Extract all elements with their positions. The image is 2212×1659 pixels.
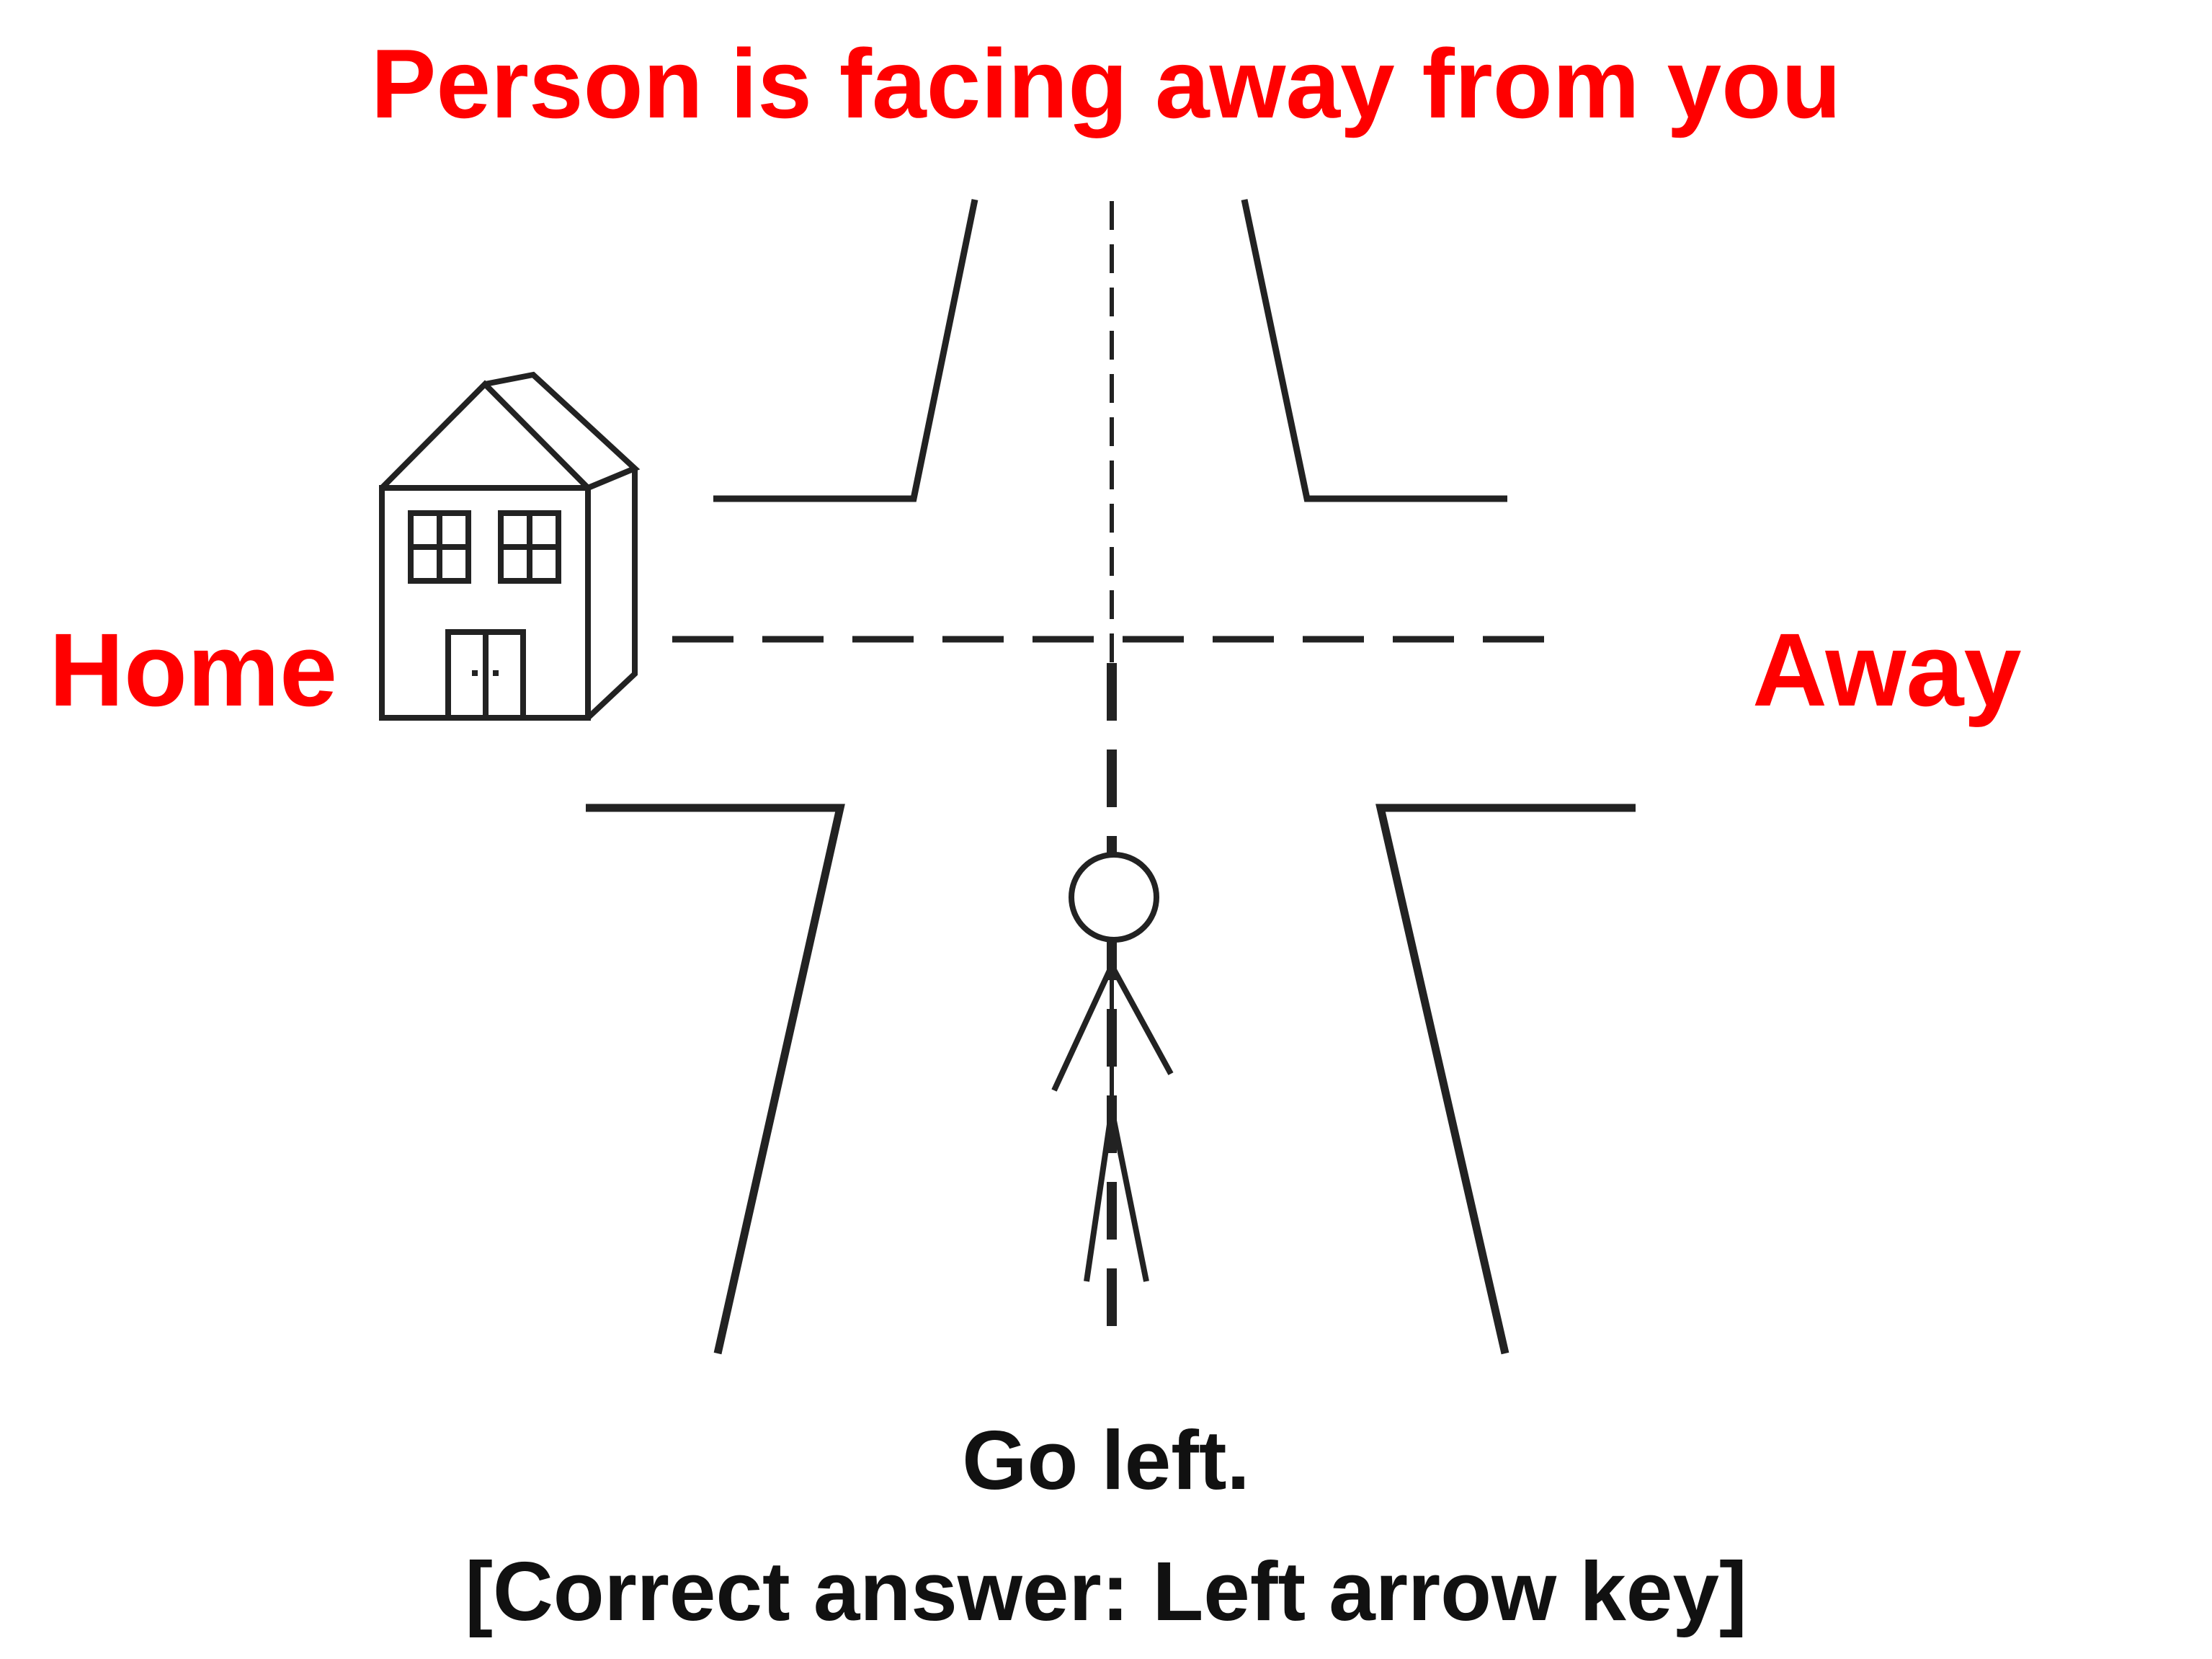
stick-figure-person-icon	[1051, 852, 1174, 1282]
answer-text: [Correct answer: Left arrow key]	[465, 1544, 1747, 1638]
road-edges	[586, 199, 1636, 1355]
instruction-text: Go left.	[962, 1413, 1250, 1507]
road-edge-upper-left	[713, 199, 978, 502]
road-edge-lower-left	[586, 804, 845, 1355]
road-edge-upper-right	[1241, 199, 1507, 502]
away-label: Away	[1752, 612, 2022, 728]
home-label: Home	[49, 612, 338, 728]
lane-markings	[672, 201, 1556, 1353]
house-icon	[379, 371, 641, 721]
road-edge-lower-right	[1375, 804, 1636, 1355]
title: Person is facing away from you	[370, 29, 1842, 138]
